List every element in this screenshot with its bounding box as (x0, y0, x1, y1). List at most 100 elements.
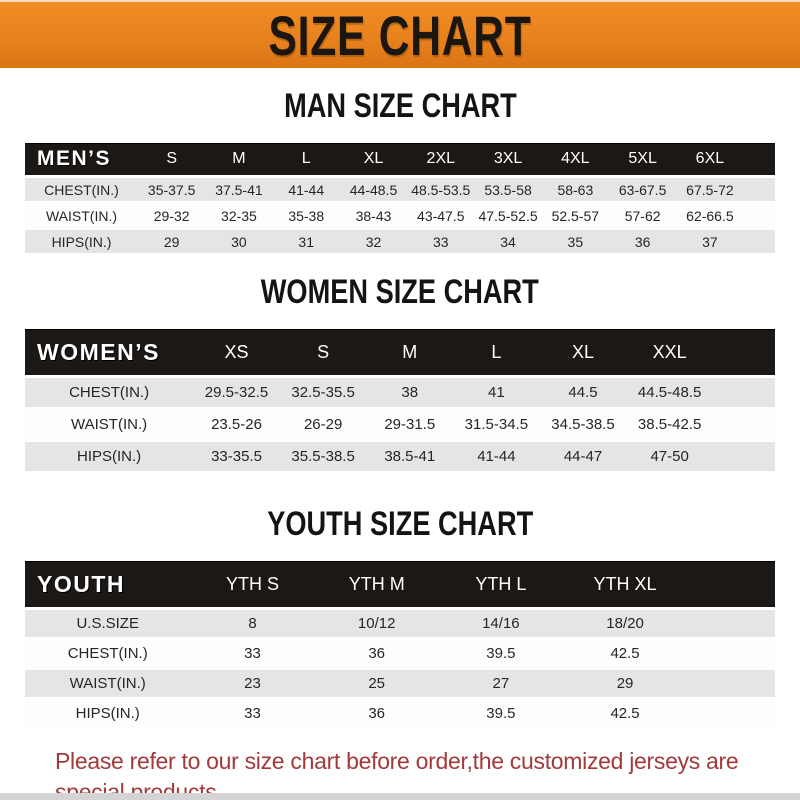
table-row: WAIST(IN.) 29-32 32-35 35-38 38-43 43-47.5 47.… (25, 204, 775, 227)
cell-value: 36 (314, 640, 439, 667)
column-header: L (453, 329, 540, 375)
disclaimer: Please refer to our size chart before or… (55, 746, 775, 800)
row-spacer (687, 640, 775, 667)
women-section-heading-text: WOMEN SIZE CHART (260, 273, 540, 311)
table-row: HIPS(IN.) 33-35.5 35.5-38.5 38.5-41 41-44 44-… (25, 442, 775, 471)
cell-value: 10/12 (314, 610, 439, 637)
man-section-heading-text: MAN SIZE CHART (283, 87, 517, 125)
cell-value: 44-47 (539, 442, 627, 471)
cell-value: 29-32 (138, 204, 206, 227)
cell-value: 33 (190, 640, 315, 667)
row-spacer (743, 204, 775, 227)
column-header: YTH L (438, 561, 563, 607)
row-spacer (712, 442, 775, 471)
cell-value: 62-66.5 (676, 204, 744, 227)
column-header: 3XL (474, 143, 542, 175)
column-header: YTH M (314, 561, 439, 607)
cell-value: 32 (339, 230, 408, 253)
row-label: WAIST(IN.) (25, 204, 139, 227)
column-header: 4XL (541, 143, 609, 175)
cell-value: 44.5 (539, 378, 627, 407)
cell-value: 32-35 (205, 204, 273, 227)
cell-value: 39.5 (438, 640, 563, 667)
table-row: HIPS(IN.) 33 36 39.5 42.5 (25, 700, 775, 727)
table-row: CHEST(IN.) 33 36 39.5 42.5 (25, 640, 775, 667)
cell-value: 18/20 (562, 610, 688, 637)
table-row: CHEST(IN.) 29.5-32.5 32.5-35.5 38 41 44.5 44.5… (25, 378, 775, 407)
column-header: XL (539, 329, 627, 375)
row-label: HIPS(IN.) (25, 230, 139, 253)
column-header: M (205, 143, 273, 175)
youth-size-table: YOUTH YTH S YTH M YTH L YTH XL U.S.SIZE 8 10/12… (25, 558, 775, 730)
cell-value: 32.5-35.5 (279, 378, 367, 407)
table-header-row: WOMEN’S XS S M L XL XXL (25, 329, 775, 375)
cell-value: 44-48.5 (339, 178, 408, 201)
table-row: HIPS(IN.) 29 30 31 32 33 34 35 36 37 (25, 230, 775, 253)
row-label: HIPS(IN.) (25, 700, 191, 727)
row-label: WAIST(IN.) (25, 670, 191, 697)
table-corner-label: YOUTH (25, 561, 191, 607)
chart-content: MAN SIZE CHART MEN’S S M L XL 2XL 3XL 4XL 5XL 6XL… (0, 88, 800, 800)
row-label: CHEST(IN.) (25, 378, 194, 407)
cell-value: 29-31.5 (366, 410, 454, 439)
column-header: L (272, 143, 340, 175)
row-spacer (687, 670, 775, 697)
bottom-edge-strip (0, 793, 800, 800)
cell-value: 41-44 (453, 442, 540, 471)
cell-value: 34 (474, 230, 542, 253)
cell-value: 35-37.5 (138, 178, 206, 201)
cell-value: 27 (438, 670, 563, 697)
cell-value: 31.5-34.5 (453, 410, 540, 439)
column-header: S (279, 329, 367, 375)
cell-value: 33 (407, 230, 475, 253)
column-header: 5XL (608, 143, 677, 175)
header-spacer (712, 329, 775, 375)
cell-value: 26-29 (279, 410, 367, 439)
cell-value: 38-43 (339, 204, 408, 227)
table-header-row: YOUTH YTH S YTH M YTH L YTH XL (25, 561, 775, 607)
cell-value: 48.5-53.5 (407, 178, 475, 201)
cell-value: 38 (366, 378, 454, 407)
row-spacer (743, 178, 775, 201)
row-label: CHEST(IN.) (25, 178, 139, 201)
row-spacer (712, 410, 775, 439)
men-size-table: MEN’S S M L XL 2XL 3XL 4XL 5XL 6XL CHEST(IN.) 35-37… (25, 140, 775, 256)
cell-value: 29.5-32.5 (193, 378, 280, 407)
cell-value: 31 (272, 230, 340, 253)
row-spacer (687, 700, 775, 727)
column-header: YTH S (190, 561, 315, 607)
table-row: WAIST(IN.) 23.5-26 26-29 29-31.5 31.5-34.5 34… (25, 410, 775, 439)
column-header: XS (193, 329, 280, 375)
cell-value: 23.5-26 (193, 410, 280, 439)
cell-value: 33-35.5 (193, 442, 280, 471)
cell-value: 29 (562, 670, 688, 697)
column-header: XXL (626, 329, 713, 375)
column-header: XL (339, 143, 408, 175)
row-label: WAIST(IN.) (25, 410, 194, 439)
table-row: U.S.SIZE 8 10/12 14/16 18/20 (25, 610, 775, 637)
cell-value: 36 (314, 700, 439, 727)
cell-value: 35.5-38.5 (279, 442, 367, 471)
cell-value: 52.5-57 (541, 204, 609, 227)
row-spacer (712, 378, 775, 407)
cell-value: 53.5-58 (474, 178, 542, 201)
row-spacer (743, 230, 775, 253)
row-label: U.S.SIZE (25, 610, 191, 637)
cell-value: 58-63 (541, 178, 609, 201)
column-header: 6XL (676, 143, 744, 175)
row-label: HIPS(IN.) (25, 442, 194, 471)
cell-value: 8 (190, 610, 315, 637)
cell-value: 35-38 (272, 204, 340, 227)
cell-value: 42.5 (562, 640, 688, 667)
cell-value: 39.5 (438, 700, 563, 727)
man-section-heading: MAN SIZE CHART (25, 88, 775, 128)
cell-value: 34.5-38.5 (539, 410, 627, 439)
cell-value: 63-67.5 (608, 178, 677, 201)
column-header: S (138, 143, 206, 175)
women-section-heading: WOMEN SIZE CHART (25, 274, 775, 314)
cell-value: 30 (205, 230, 273, 253)
cell-value: 37.5-41 (205, 178, 273, 201)
table-corner-label: MEN’S (25, 143, 139, 175)
cell-value: 41 (453, 378, 540, 407)
cell-value: 43-47.5 (407, 204, 475, 227)
